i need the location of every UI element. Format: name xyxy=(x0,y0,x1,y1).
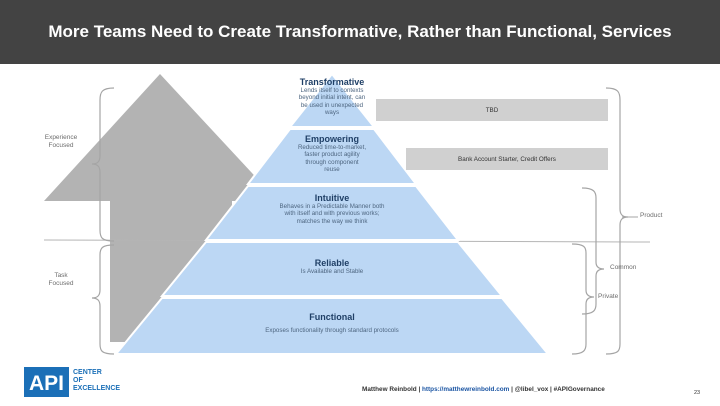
logo-text: CENTER OF EXCELLENCE xyxy=(73,369,120,393)
level-description: Lends itself to contexts beyond initial … xyxy=(282,87,382,117)
svg-text:API: API xyxy=(29,372,64,395)
footer-author: Matthew Reinbold | xyxy=(362,386,423,393)
private-label: Private xyxy=(598,293,619,300)
level-transformative: Transformative Lends itself to contexts … xyxy=(282,77,382,117)
level-description: Exposes functionality through standard p… xyxy=(232,327,432,334)
bank-box xyxy=(406,148,608,170)
logo-line: CENTER xyxy=(73,369,102,376)
footer-handles: | @libel_vox | #APIGovernance xyxy=(509,386,605,393)
api-logo-mark: API xyxy=(24,367,69,397)
logo-line: EXCELLENCE xyxy=(73,385,121,392)
experience-focused-label: Experience Focused xyxy=(36,134,86,150)
label-line: Task xyxy=(54,272,68,279)
title-bar xyxy=(0,0,720,64)
left-brace-experience xyxy=(91,87,115,242)
label-line: Focused xyxy=(48,280,74,287)
desc-line: matches the way we think xyxy=(296,217,368,225)
desc-line: faster product agility xyxy=(304,151,360,159)
level-functional: Functional Exposes functionality through… xyxy=(232,312,432,334)
desc-line: Behaves in a Predictable Manner both xyxy=(279,203,385,210)
level-title: Reliable xyxy=(314,258,350,268)
level-intuitive: Intuitive Behaves in a Predictable Manne… xyxy=(252,193,412,225)
desc-line: beyond initial intent, can xyxy=(298,94,366,102)
desc-line: through component xyxy=(305,158,359,166)
desc-line: Is Available and Stable xyxy=(300,268,364,275)
desc-line: Lends itself to contexts xyxy=(300,87,364,94)
pyramid-level-reliable xyxy=(159,241,505,297)
right-brace-product xyxy=(605,87,629,355)
level-empowering: Empowering Reduced time-to-market, faste… xyxy=(272,134,392,174)
desc-line: Exposes functionality through standard p… xyxy=(265,327,399,334)
product-label: Product xyxy=(640,212,663,219)
pyramid xyxy=(113,72,551,355)
desc-line: ways xyxy=(324,109,340,117)
level-reliable: Reliable Is Available and Stable xyxy=(252,258,412,275)
page-number: 23 xyxy=(694,390,701,396)
left-brace-task xyxy=(91,244,115,355)
pyramid-level-functional xyxy=(113,297,551,355)
desc-line: be used in unexpected xyxy=(300,101,364,109)
level-description: Reduced time-to-market, faster product a… xyxy=(272,144,392,174)
footer-link[interactable]: https://matthewreinbold.com xyxy=(422,386,510,393)
tbd-label: TBD xyxy=(485,107,499,114)
level-title: Transformative xyxy=(299,77,365,87)
desc-line: with itself and with previous works; xyxy=(284,210,380,218)
task-focused-label: Task Focused xyxy=(36,272,86,288)
level-title: Functional xyxy=(309,312,355,322)
pyramid-level-empowering xyxy=(245,128,419,185)
desc-line: Reduced time-to-market, xyxy=(297,144,367,151)
diagram-graphics xyxy=(43,72,651,355)
desc-line: reuse xyxy=(324,166,340,174)
pyramid-level-intuitive xyxy=(203,185,461,241)
common-label: Common xyxy=(610,264,637,271)
slide-body: Transformative Lends itself to contexts … xyxy=(0,64,720,406)
logo-line: OF xyxy=(73,377,83,384)
right-brace-private xyxy=(571,243,595,355)
level-title: Intuitive xyxy=(314,193,350,203)
label-line: Focused xyxy=(48,142,74,149)
right-brace-common xyxy=(581,187,605,315)
level-description: Behaves in a Predictable Manner both wit… xyxy=(252,203,412,225)
level-description: Is Available and Stable xyxy=(252,268,412,275)
tbd-box xyxy=(376,99,608,121)
slide-title: More Teams Need to Create Transformative… xyxy=(48,22,672,41)
bank-label: Bank Account Starter, Credit Offers xyxy=(458,156,556,163)
level-title: Empowering xyxy=(304,134,359,144)
label-line: Experience xyxy=(44,134,78,141)
pyramid-level-transformative xyxy=(287,72,377,128)
footer-credit: Matthew Reinbold | https://matthewreinbo… xyxy=(362,386,605,393)
